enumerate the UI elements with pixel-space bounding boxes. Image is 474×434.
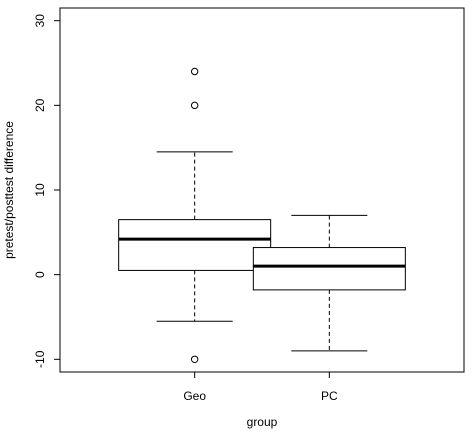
box-pc: [252, 214, 406, 352]
y-axis-label: pretest/posttest difference: [2, 121, 16, 259]
boxes: [118, 67, 406, 364]
x-axis-label: group: [247, 415, 278, 429]
x-tick-label: Geo: [183, 389, 206, 403]
y-tick-label: 30: [33, 14, 47, 28]
y-tick-label: -10: [33, 350, 47, 368]
plot-frame: [59, 7, 465, 373]
x-tick-label: PC: [321, 389, 338, 403]
iqr-box: [252, 247, 406, 291]
y-axis: -10 0 10 20 30: [33, 14, 60, 368]
outlier-point: [190, 101, 199, 110]
y-tick-label: 0: [33, 271, 47, 278]
box-geo: [118, 67, 272, 364]
outlier-point: [190, 355, 199, 364]
y-tick-label: 10: [33, 183, 47, 197]
x-axis: Geo PC: [183, 372, 338, 403]
outlier-point: [190, 67, 199, 76]
iqr-box: [118, 219, 272, 271]
y-tick-label: 20: [33, 98, 47, 112]
